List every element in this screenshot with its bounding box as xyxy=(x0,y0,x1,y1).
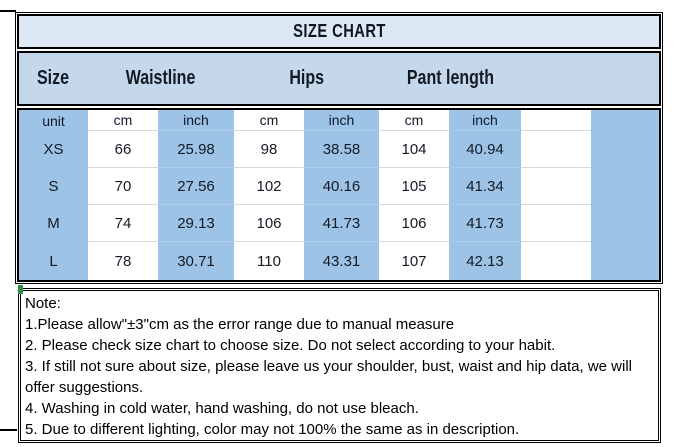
table-cell: 40.94 xyxy=(449,131,521,168)
note-line: 3. If still not sure about size, please … xyxy=(25,358,633,396)
note-line: 4. Washing in cold water, hand washing, … xyxy=(25,400,419,417)
table-cell xyxy=(521,131,591,168)
crop-artifact-line-bottom xyxy=(0,429,17,431)
table-cell: 30.71 xyxy=(158,242,234,280)
table-cell: 41.73 xyxy=(449,205,521,242)
table-cell: 42.13 xyxy=(449,242,521,280)
table-cell xyxy=(521,168,591,205)
size-chart-title: SIZE CHART xyxy=(292,21,386,41)
header-cell-size: Size xyxy=(19,53,88,104)
table-cell: 104 xyxy=(379,131,449,168)
size-chart-title-bar: SIZE CHART xyxy=(17,14,661,49)
table-cell: 105 xyxy=(379,168,449,205)
table-cell: 38.58 xyxy=(304,131,379,168)
table-cell: 41.73 xyxy=(304,205,379,242)
table-cell: cm xyxy=(88,110,158,131)
size-label-cell: L xyxy=(19,242,88,280)
table-cell: 43.31 xyxy=(304,242,379,280)
note-line: 5. Due to different lighting, color may … xyxy=(25,421,520,438)
header-label-waistline: Waistline xyxy=(126,67,196,89)
table-cell: inch xyxy=(449,110,521,131)
note-line: Note: xyxy=(25,295,61,312)
header-cell-hips: Hips xyxy=(234,53,379,104)
table-cell: 74 xyxy=(88,205,158,242)
table-cell xyxy=(591,131,659,168)
notes-box: Note: 1.Please allow"±3"cm as the error r… xyxy=(18,285,661,443)
table-cell: 106 xyxy=(379,205,449,242)
note-line: 2. Please check size chart to choose siz… xyxy=(25,337,556,354)
table-cell: 66 xyxy=(88,131,158,168)
table-cell xyxy=(591,168,659,205)
table-cell: 25.98 xyxy=(158,131,234,168)
table-cell: 106 xyxy=(234,205,304,242)
green-corner-marker xyxy=(18,285,23,294)
size-label-cell: S xyxy=(19,168,88,205)
table-cell: 78 xyxy=(88,242,158,280)
table-cell: 41.34 xyxy=(449,168,521,205)
table-cell: 107 xyxy=(379,242,449,280)
table-cell: cm xyxy=(234,110,304,131)
table-cell: 98 xyxy=(234,131,304,168)
header-cell-pant-length: Pant length xyxy=(379,53,521,104)
size-label-cell: XS xyxy=(19,131,88,168)
table-cell xyxy=(591,205,659,242)
header-cell-waistline: Waistline xyxy=(88,53,234,104)
table-cell xyxy=(521,110,591,131)
table-cell xyxy=(591,242,659,280)
table-cell: 70 xyxy=(88,168,158,205)
table-cell xyxy=(591,110,659,131)
note-line: 1.Please allow"±3"cm as the error range … xyxy=(25,316,455,333)
crop-artifact-line-top xyxy=(0,10,16,12)
size-label-cell: M xyxy=(19,205,88,242)
table-cell: 110 xyxy=(234,242,304,280)
notes-text: Note: 1.Please allow"±3"cm as the error r… xyxy=(20,290,659,441)
table-cell xyxy=(521,205,591,242)
header-label-hips: Hips xyxy=(289,67,324,89)
table-cell: inch xyxy=(158,110,234,131)
table-cell: 102 xyxy=(234,168,304,205)
table-cell: inch xyxy=(304,110,379,131)
size-chart-table: SIZE CHART Size Waistline Hips Pant leng… xyxy=(15,12,663,284)
size-chart-header-row: Size Waistline Hips Pant length xyxy=(17,51,661,106)
table-cell: 40.16 xyxy=(304,168,379,205)
unit-label-cell: unit xyxy=(19,110,88,131)
header-label-pant-length: Pant length xyxy=(406,67,494,89)
table-cell: cm xyxy=(379,110,449,131)
header-label-size: Size xyxy=(37,67,70,89)
size-table-grid: unit cm inch cm inch cm inch XS 66 25.98 98 38.58 10… xyxy=(17,108,661,282)
table-cell: 27.56 xyxy=(158,168,234,205)
table-cell xyxy=(521,242,591,280)
table-cell: 29.13 xyxy=(158,205,234,242)
